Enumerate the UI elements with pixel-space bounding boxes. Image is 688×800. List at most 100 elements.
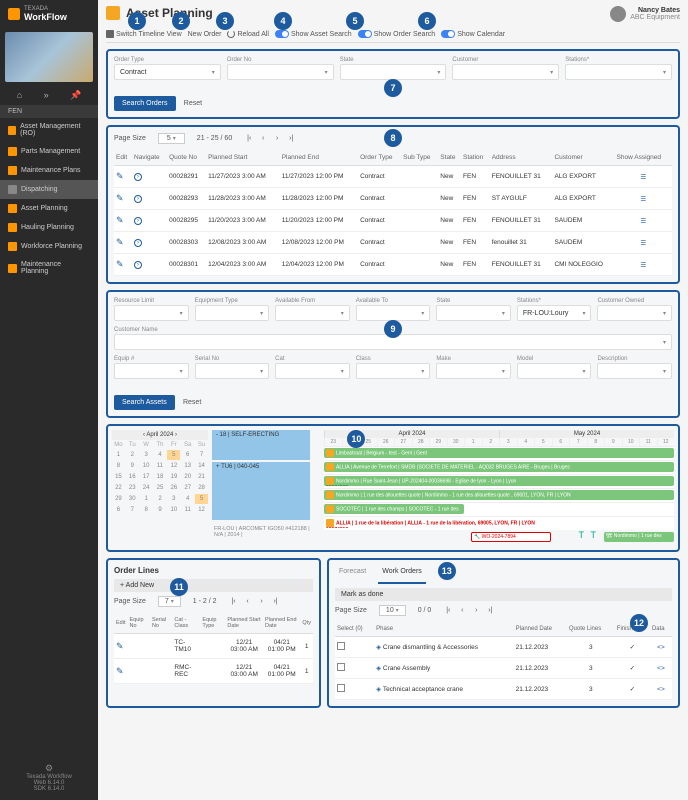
add-new-button[interactable]: + Add New <box>114 579 313 592</box>
navigate-icon[interactable] <box>134 195 142 203</box>
edit-icon[interactable]: ✎ <box>116 666 124 676</box>
sidebar-item[interactable]: Maintenance Plans <box>0 161 98 180</box>
reset-assets-button[interactable]: Reset <box>177 395 207 410</box>
timeline-row[interactable]: Nordimmo | 1 rue des allouettes quote | … <box>324 488 674 502</box>
page-size-select[interactable]: 10 ▾ <box>379 605 406 616</box>
page-size-select[interactable]: 5 ▾ <box>158 133 185 144</box>
filter-input[interactable]: ▾ <box>565 64 672 80</box>
avatar-icon <box>610 6 626 22</box>
filter-input[interactable]: ▾ <box>227 64 334 80</box>
filter-input[interactable]: ▾ <box>436 363 511 379</box>
sidebar-item[interactable]: Asset Management (RO) <box>0 118 98 142</box>
navigate-icon[interactable] <box>134 217 142 225</box>
sidebar-item[interactable]: Maintenance Planning <box>0 256 98 280</box>
checkbox[interactable] <box>337 642 345 650</box>
home-icon[interactable]: ⌂ <box>17 90 22 101</box>
sidebar-item[interactable]: Workforce Planning <box>0 237 98 256</box>
reset-orders-button[interactable]: Reset <box>178 96 208 111</box>
data-icon[interactable]: <> <box>657 665 665 672</box>
bubble-11: 11 <box>170 578 188 596</box>
timeline-row[interactable]: ALLIA | 1 rue de la libération | ALLIA -… <box>324 516 674 530</box>
filter-input[interactable]: ▾ <box>356 305 431 321</box>
table-row[interactable]: ✎ 0002830112/04/2023 3:00 AM12/04/2023 1… <box>114 254 672 276</box>
filter-input[interactable]: ▾ <box>275 305 350 321</box>
table-row[interactable]: ✎ 0002829511/20/2023 3:00 AM11/20/2023 1… <box>114 210 672 232</box>
tail-bar: 🏗 Nordimmo | 1 rue des <box>604 532 674 542</box>
edit-icon[interactable]: ✎ <box>116 259 124 269</box>
sidebar-item[interactable]: Asset Planning <box>0 199 98 218</box>
checkbox[interactable] <box>337 663 345 671</box>
edit-icon[interactable]: ✎ <box>116 215 124 225</box>
new-order-button[interactable]: New Order <box>188 31 222 38</box>
filter-icon[interactable]: ☰ <box>640 262 646 269</box>
filter-input[interactable]: ▾ <box>436 305 511 321</box>
filter-input[interactable]: ▾ <box>517 363 592 379</box>
toolbar: 1 2 3 4 5 6 Switch Timeline View New Ord… <box>106 26 680 43</box>
filter-input[interactable]: ▾ <box>356 363 431 379</box>
filter-input[interactable]: ▾ <box>114 305 189 321</box>
switch-timeline-button[interactable]: Switch Timeline View <box>106 30 182 38</box>
table-row[interactable]: ◈ Crane dismantling & Accessories 21.12.… <box>335 637 672 658</box>
filter-input[interactable]: FR-LOU:Loury▾ <box>517 305 592 321</box>
tab-forecast[interactable]: Forecast <box>335 566 370 584</box>
timeline-row[interactable]: SOCOTEC | 1 rue des champs | SOCOTEC - 1… <box>324 502 674 516</box>
filter-input[interactable]: ▾ <box>275 363 350 379</box>
data-icon[interactable]: <> <box>657 644 665 651</box>
table-row[interactable]: ✎ 0002829311/28/2023 3:00 AM11/28/2023 1… <box>114 188 672 210</box>
expand-icon[interactable]: » <box>44 90 49 101</box>
show-calendar-toggle[interactable]: Show Calendar <box>441 30 505 38</box>
data-icon[interactable]: <> <box>657 686 665 693</box>
search-assets-button[interactable]: Search Assets <box>114 395 175 410</box>
filter-icon[interactable]: ☰ <box>640 240 646 247</box>
sidebar-item[interactable]: Dispatching <box>0 180 98 199</box>
edit-icon[interactable]: ✎ <box>116 193 124 203</box>
filter-icon[interactable]: ☰ <box>640 218 646 225</box>
navigate-icon[interactable] <box>134 173 142 181</box>
table-row[interactable]: ✎RMC-REC12/21 03:00 AM04/21 01:00 PM1 <box>114 659 313 684</box>
sidebar-item[interactable]: Parts Management <box>0 142 98 161</box>
sidebar-item[interactable]: Hauling Planning <box>0 218 98 237</box>
filter-input[interactable]: ▾ <box>114 363 189 379</box>
gear-icon[interactable]: ⚙ <box>45 763 53 773</box>
page-size-select[interactable]: 7 ▾ <box>158 596 181 607</box>
edit-icon[interactable]: ✎ <box>116 641 124 651</box>
orders-table: EditNavigateQuote NoPlanned StartPlanned… <box>114 150 672 276</box>
edit-icon[interactable]: ✎ <box>116 171 124 181</box>
table-row[interactable]: ✎ 0002829111/27/2023 3:00 AM11/27/2023 1… <box>114 166 672 188</box>
pager[interactable]: |‹‹››| <box>244 135 296 142</box>
edit-icon[interactable]: ✎ <box>116 237 124 247</box>
user-block[interactable]: Nancy Bates ABC Equipment <box>610 6 680 22</box>
filter-icon[interactable]: ☰ <box>640 196 646 203</box>
table-row[interactable]: ✎ 0002830312/08/2023 3:00 AM12/08/2023 1… <box>114 232 672 254</box>
timeline-left: - 18 | SELF-ERECTING + TU6 | 040-045 FR-… <box>212 430 320 546</box>
reload-all-button[interactable]: Reload All <box>227 30 269 38</box>
search-orders-button[interactable]: Search Orders <box>114 96 176 111</box>
tab-work-orders[interactable]: Work Orders <box>378 566 426 584</box>
timeline-row[interactable]: Limbastraat | Belgium - test - Gent | Ge… <box>324 446 674 460</box>
show-order-search-toggle[interactable]: Show Order Search <box>358 30 435 38</box>
checkbox[interactable] <box>337 684 345 692</box>
filter-input[interactable]: ▾ <box>452 64 559 80</box>
mini-calendar[interactable]: ‹ April 2024 › MoTuWThFrSaSu 12345678910… <box>112 430 208 546</box>
filter-input[interactable]: ▾ <box>195 363 270 379</box>
table-row[interactable]: ✎TC-TM1012/21 03:00 AM04/21 01:00 PM1 <box>114 634 313 659</box>
navigate-icon[interactable] <box>134 261 142 269</box>
filter-input[interactable]: ▾ <box>597 305 672 321</box>
table-row[interactable]: ◈ Technical acceptance crane 21.12.20233… <box>335 679 672 700</box>
timeline-chart[interactable]: April 2024 May 2024 23242526272829301234… <box>324 430 674 546</box>
filter-input[interactable]: ▾ <box>195 305 270 321</box>
wo-box[interactable]: 🔧 WO-2024-7894 <box>471 532 551 542</box>
pin-icon[interactable]: 📌 <box>70 90 81 101</box>
menu-icon <box>8 126 16 135</box>
mark-done-button[interactable]: Mark as done <box>335 588 672 601</box>
filter-input[interactable]: ▾ <box>340 64 447 80</box>
filter-input[interactable]: ▾ <box>597 363 672 379</box>
timeline-row[interactable]: Nordimmo | Rue Saint-Jean | UP-202404-00… <box>324 474 674 488</box>
filter-icon[interactable]: ☰ <box>640 174 646 181</box>
filter-input[interactable]: Contract▾ <box>114 64 221 80</box>
navigate-icon[interactable] <box>134 239 142 247</box>
timeline-row[interactable]: ALLIA | Avenue de Terrefort | SMDB (SOCI… <box>324 460 674 474</box>
table-row[interactable]: ◈ Crane Assembly 21.12.20233 ✓ <> <box>335 658 672 679</box>
show-asset-search-toggle[interactable]: Show Asset Search <box>275 30 352 38</box>
sidebar-section: FEN <box>0 105 98 118</box>
